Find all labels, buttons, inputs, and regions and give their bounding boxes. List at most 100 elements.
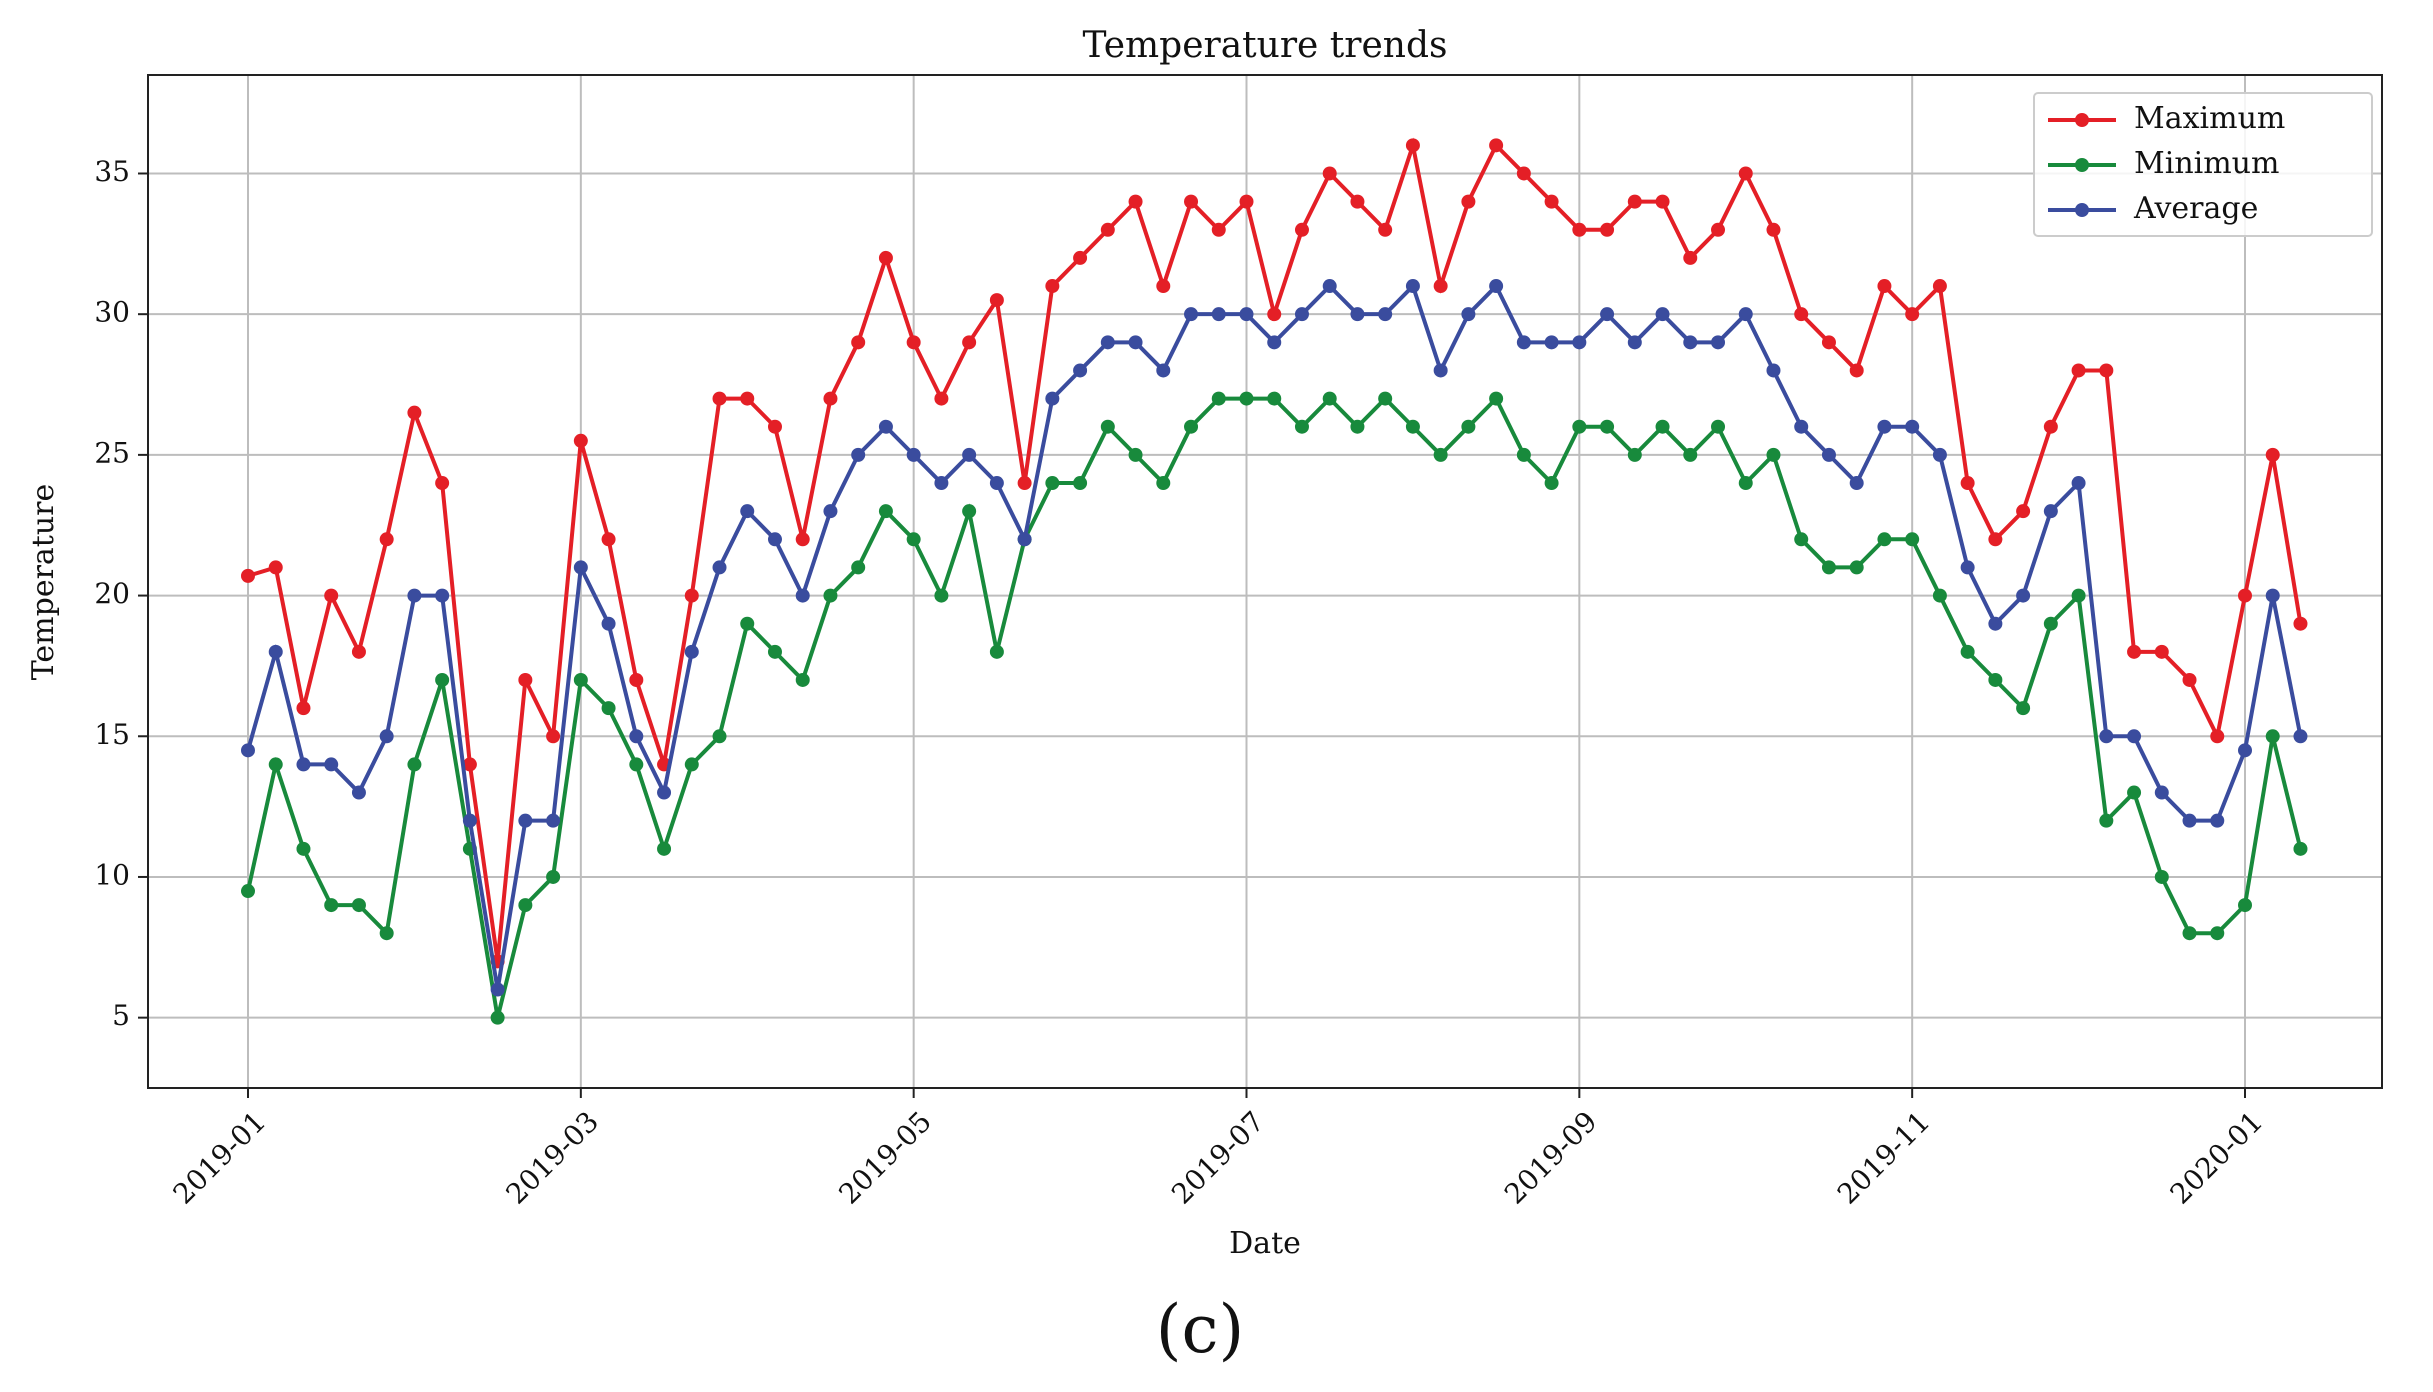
legend-marker (2075, 158, 2089, 172)
data-point (1738, 307, 1753, 322)
data-point (1711, 222, 1726, 237)
data-point (1655, 419, 1670, 434)
data-point (629, 757, 644, 772)
data-point (823, 588, 838, 603)
data-point (1516, 335, 1531, 350)
data-point (2016, 504, 2031, 519)
data-point (2210, 729, 2225, 744)
data-point (934, 391, 949, 406)
data-point (629, 672, 644, 687)
data-point (1184, 307, 1199, 322)
data-point (795, 672, 810, 687)
data-point (1350, 419, 1365, 434)
data-point (1766, 222, 1781, 237)
x-tick-label: 2019-11 (1831, 1105, 1937, 1211)
data-point (1738, 166, 1753, 181)
data-point (1932, 447, 1947, 462)
data-point (1017, 532, 1032, 547)
data-point (878, 419, 893, 434)
data-point (851, 560, 866, 575)
data-point (2071, 363, 2086, 378)
legend-marker (2075, 113, 2089, 127)
data-point (1794, 532, 1809, 547)
data-point (573, 560, 588, 575)
data-point (2071, 476, 2086, 491)
data-point (878, 504, 893, 519)
data-point (1627, 194, 1642, 209)
data-point (2238, 743, 2252, 758)
data-point (1100, 419, 1115, 434)
data-point (1405, 138, 1420, 153)
data-point (2293, 616, 2308, 631)
y-axis-label: Temperature (26, 484, 61, 681)
data-point (2154, 785, 2169, 800)
data-point (2182, 813, 2197, 828)
data-point (1877, 419, 1892, 434)
data-point (740, 504, 755, 519)
data-point (1960, 476, 1975, 491)
data-point (1960, 644, 1975, 659)
data-point (1572, 222, 1587, 237)
y-tick-label: 5 (112, 999, 130, 1032)
data-point (1683, 250, 1698, 265)
data-point (712, 729, 727, 744)
data-point (1378, 222, 1393, 237)
data-point (1766, 447, 1781, 462)
data-point (1156, 476, 1171, 491)
data-point (1294, 307, 1309, 322)
series-line (247, 137, 2303, 962)
data-point (1378, 391, 1393, 406)
data-point (1905, 307, 1920, 322)
data-point (268, 757, 283, 772)
data-point (795, 588, 810, 603)
data-point (1849, 476, 1864, 491)
y-tick-label: 25 (94, 436, 130, 469)
x-tick-label: 2019-03 (499, 1105, 605, 1211)
data-point (989, 293, 1004, 308)
data-point (1572, 335, 1587, 350)
data-point (2265, 588, 2280, 603)
data-point (1405, 279, 1420, 294)
data-point (684, 757, 699, 772)
chart-title: Temperature trends (1083, 25, 1448, 66)
data-point (1766, 363, 1781, 378)
data-point (2043, 616, 2058, 631)
data-point (1211, 222, 1226, 237)
data-point (2016, 701, 2031, 716)
data-point (2127, 729, 2142, 744)
data-point (2071, 588, 2086, 603)
data-point (767, 644, 782, 659)
data-point (1239, 391, 1254, 406)
data-point (989, 476, 1004, 491)
data-point (1932, 588, 1947, 603)
data-point (2210, 813, 2225, 828)
data-point (1433, 363, 1448, 378)
data-point (407, 588, 422, 603)
y-tick-label: 35 (94, 155, 130, 188)
legend-label: Minimum (2134, 146, 2279, 181)
data-point (1489, 138, 1504, 153)
data-point (1267, 335, 1282, 350)
data-point (1655, 307, 1670, 322)
data-point (851, 335, 866, 350)
data-point (1489, 279, 1504, 294)
data-point (2127, 785, 2142, 800)
data-point (2265, 729, 2280, 744)
data-point (1489, 391, 1504, 406)
data-point (1461, 419, 1476, 434)
data-point (1988, 616, 2003, 631)
data-point (296, 757, 311, 772)
data-point (906, 532, 921, 547)
data-point (601, 616, 616, 631)
data-point (1073, 250, 1088, 265)
data-point (989, 644, 1004, 659)
data-point (407, 405, 422, 420)
data-point (1821, 447, 1836, 462)
data-point (241, 568, 255, 583)
data-point (1128, 194, 1143, 209)
data-point (379, 729, 394, 744)
data-point (1267, 391, 1282, 406)
data-point (1905, 532, 1920, 547)
data-point (1794, 307, 1809, 322)
